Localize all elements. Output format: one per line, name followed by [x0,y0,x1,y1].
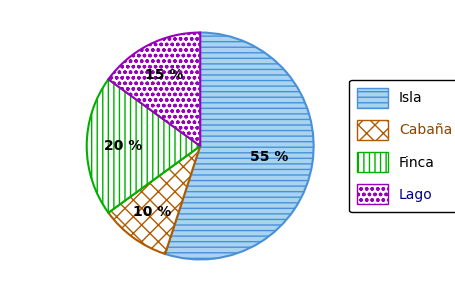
Text: 55 %: 55 % [251,150,289,164]
Wedge shape [165,32,313,260]
Text: 15 %: 15 % [145,68,183,82]
Text: 20 %: 20 % [104,139,142,153]
Wedge shape [108,146,200,254]
Text: 10 %: 10 % [133,205,171,219]
Wedge shape [108,32,200,146]
Legend: Isla, Cabaña, Finca, Lago: Isla, Cabaña, Finca, Lago [349,80,455,212]
Wedge shape [87,79,200,213]
